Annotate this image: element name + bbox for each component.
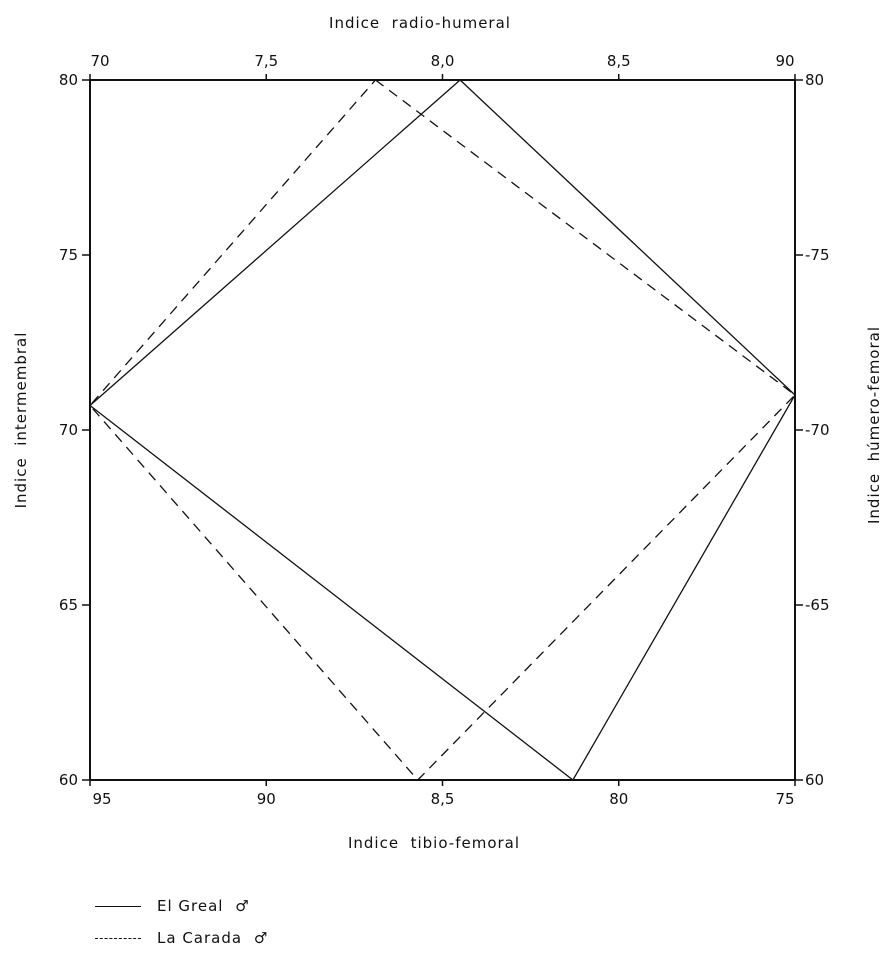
right-tick-label: -70 bbox=[805, 421, 830, 439]
legend-label: La Carada bbox=[157, 929, 248, 947]
top-axis-title: Indice radio-humeral bbox=[329, 14, 511, 32]
top-tick-label: 7,5 bbox=[254, 52, 278, 70]
right-tick-label: 60 bbox=[805, 771, 824, 789]
bottom-axis-title: Indice tibio-femoral bbox=[348, 834, 520, 852]
bottom-tick-label: 90 bbox=[257, 790, 276, 808]
legend-swatch-dashed bbox=[95, 937, 141, 939]
left-tick-label: 65 bbox=[59, 596, 78, 614]
series-group bbox=[88, 79, 796, 781]
right-tick-label: -75 bbox=[805, 246, 830, 264]
left-tick-label: 60 bbox=[59, 771, 78, 789]
series-la-carada bbox=[89, 79, 796, 781]
right-axis-title: Indice húmero-femoral bbox=[865, 326, 883, 524]
bottom-tick-label: 75 bbox=[775, 790, 794, 808]
top-tick-label: 70 bbox=[90, 52, 109, 70]
male-symbol-icon: ♂ bbox=[253, 929, 269, 947]
right-tick-label: 80 bbox=[805, 71, 824, 89]
plot-frame bbox=[89, 79, 796, 781]
left-tick-label: 75 bbox=[59, 246, 78, 264]
axis-titles: Indice radio-humeral Indice tibio-femora… bbox=[12, 14, 883, 852]
top-tick-label: 8,5 bbox=[607, 52, 631, 70]
legend-item-el-greal: El Greal ♂ bbox=[95, 890, 268, 922]
bottom-tick-label: 80 bbox=[609, 790, 628, 808]
top-tick-label: 8,0 bbox=[431, 52, 455, 70]
right-tick-label: -65 bbox=[805, 596, 830, 614]
left-axis-title: Indice intermembral bbox=[12, 332, 30, 509]
chart: 70 7,5 8,0 8,5 90 95 90 8,5 80 75 80 75 70 65 60 80 -75 -… bbox=[12, 14, 883, 852]
legend-label: El Greal bbox=[157, 897, 230, 915]
legend: El Greal ♂ La Carada ♂ bbox=[95, 890, 268, 954]
left-tick-label: 70 bbox=[59, 421, 78, 439]
legend-item-la-carada: La Carada ♂ bbox=[95, 922, 268, 954]
ticks: 70 7,5 8,0 8,5 90 95 90 8,5 80 75 80 75 70 65 60 80 -75 -… bbox=[59, 52, 830, 808]
top-tick-label: 90 bbox=[775, 52, 794, 70]
series-el-greal bbox=[88, 79, 796, 781]
bottom-tick-label: 8,5 bbox=[431, 790, 455, 808]
left-tick-label: 80 bbox=[59, 71, 78, 89]
male-symbol-icon: ♂ bbox=[235, 897, 250, 915]
legend-swatch-solid bbox=[95, 905, 141, 907]
bottom-tick-label: 95 bbox=[92, 790, 111, 808]
